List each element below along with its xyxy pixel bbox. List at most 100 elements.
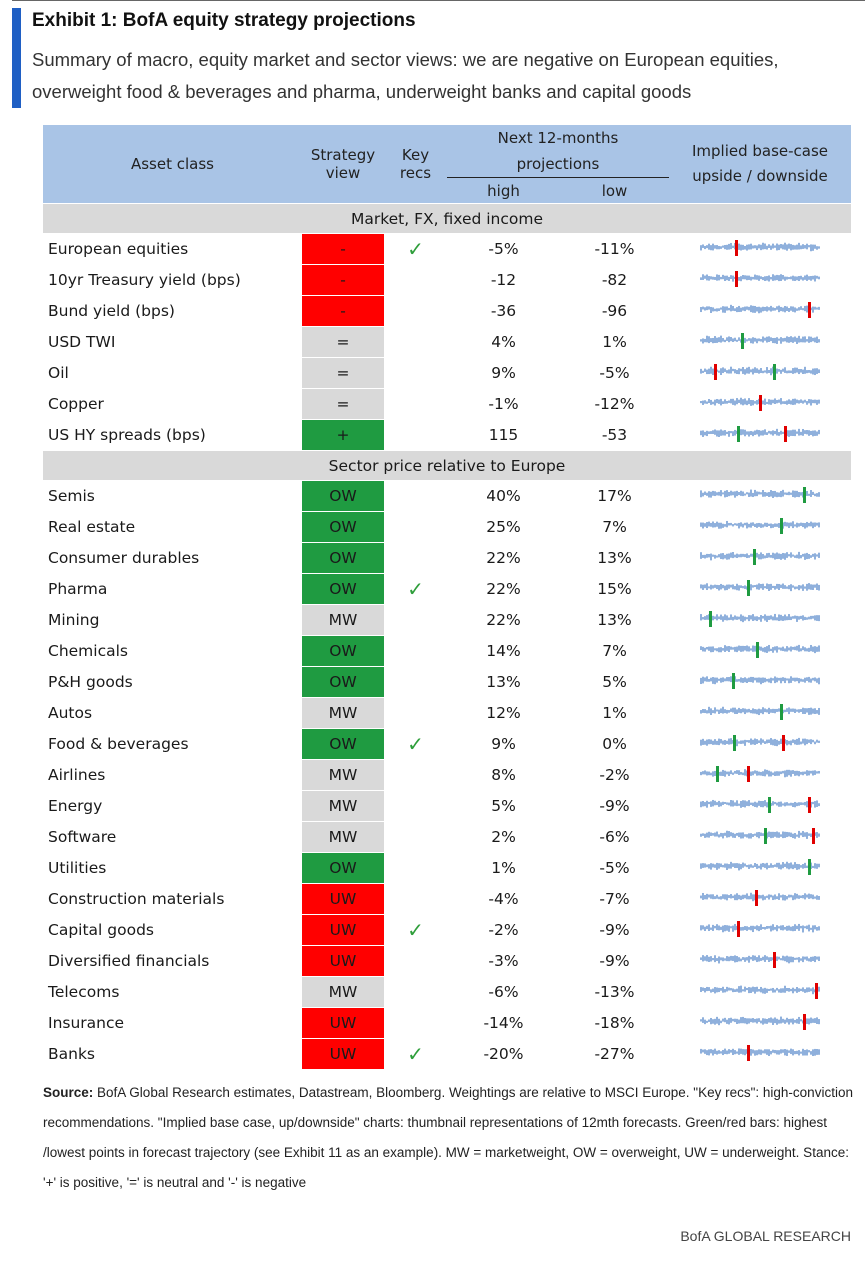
sparkline-bar (756, 957, 758, 963)
sparkline-bar (802, 956, 804, 963)
sparkline-bar (710, 338, 712, 343)
exhibit-subtitle: Summary of macro, equity market and sect… (32, 49, 779, 102)
sparkline-bar (718, 834, 720, 838)
sparkline-bar (708, 399, 710, 404)
sparkline-bar (740, 614, 742, 622)
sparkline-bar (742, 740, 744, 744)
sparkline-bar (756, 863, 758, 869)
sparkline-bar (750, 276, 752, 281)
sparkline-bar (768, 307, 770, 311)
sparkline-bar (780, 925, 782, 931)
sparkline-bar (818, 615, 820, 622)
sparkline-bar (796, 308, 798, 311)
low-projection-cell: -27% (560, 1038, 669, 1070)
sparkline-bar (756, 245, 758, 251)
sparkline-bar (726, 306, 728, 311)
sparkline-bar (794, 429, 796, 437)
sparkline-bar (704, 802, 706, 807)
sparkline-bar (808, 1018, 810, 1025)
sparkline-bar (794, 677, 796, 682)
sparkline-bar (718, 370, 720, 373)
sparkline-bar (780, 647, 782, 651)
sparkline-bar (702, 492, 704, 497)
sparkline-bar (766, 769, 768, 775)
sparkline-bar (784, 831, 786, 838)
sparkline-bar (796, 399, 798, 404)
sparkline-bar (812, 553, 814, 557)
sparkline-bar (774, 676, 776, 684)
sparkline-bar (750, 338, 752, 344)
sparkline-bar (772, 678, 774, 681)
sparkline-bar (774, 275, 776, 281)
sparkline-bar (702, 244, 704, 248)
low-projection-cell: -11% (560, 233, 669, 265)
sparkline-bar (732, 925, 734, 932)
sparkline-bar (714, 955, 716, 963)
sparkline-bar (776, 306, 778, 310)
sparkline-bar (790, 370, 792, 374)
sparkline-bar (772, 987, 774, 993)
sparkline-bar (798, 737, 800, 745)
low-projection-cell: 5% (560, 666, 669, 698)
sparkline-bar (798, 616, 800, 620)
sparkline-bar (706, 832, 708, 838)
sparkline-bar (798, 276, 800, 282)
sparkline-bar (752, 400, 754, 406)
sparkline-bar (730, 490, 732, 496)
sparkline-bar (726, 863, 728, 870)
implied-chart-cell (669, 326, 851, 358)
sparkline-bar (808, 553, 810, 559)
sparkline-bar (768, 1018, 770, 1023)
implied-sparkline (700, 395, 820, 411)
sparkline-bar (796, 586, 798, 589)
sparkline-bar (762, 306, 764, 312)
sparkline-bar (716, 308, 718, 312)
sparkline-bar (748, 555, 750, 558)
sparkline-bar (818, 677, 820, 685)
sparkline-bar (712, 490, 714, 496)
sparkline-bar (816, 493, 818, 497)
sparkline-bar (730, 646, 732, 650)
sparkline-bar (700, 245, 702, 251)
sparkline-bar (754, 401, 756, 404)
sparkline-bar (766, 646, 768, 653)
sparkline-bar (730, 955, 732, 961)
sparkline-bar (746, 431, 748, 435)
sparkline-bar (782, 925, 784, 931)
sparkline-bar (718, 678, 720, 681)
sparkline-bar (808, 707, 810, 715)
implied-chart-cell (669, 697, 851, 729)
key-recs-cell (384, 666, 447, 698)
sparkline-bar (736, 709, 738, 714)
sparkline-bar (802, 400, 804, 404)
table-row: Utilities OW 1% -5% (43, 852, 851, 884)
sparkline-bar (806, 1018, 808, 1024)
sparkline-bar (742, 926, 744, 931)
sparkline-bar (804, 708, 806, 714)
sparkline-bar (718, 430, 720, 437)
sparkline-bar (764, 276, 766, 282)
sparkline-bar (802, 277, 804, 281)
sparkline-bar (736, 679, 738, 682)
sparkline-bar (790, 306, 792, 311)
table-row: Diversified financials UW -3% -9% (43, 945, 851, 977)
asset-class-cell: Semis (43, 480, 302, 512)
implied-chart-cell (669, 388, 851, 420)
implied-sparkline (700, 828, 820, 844)
sparkline-bar (742, 553, 744, 557)
sparkline-bar (776, 552, 778, 560)
sparkline-bar (786, 306, 788, 312)
implied-sparkline (700, 580, 820, 596)
sparkline-bar (764, 337, 766, 341)
sparkline-bar (800, 431, 802, 436)
sparkline-bar (734, 989, 736, 992)
strategy-view-badge: - (302, 295, 384, 327)
sparkline-bar (710, 431, 712, 434)
sparkline-bar (752, 739, 754, 745)
sparkline-bar (794, 708, 796, 713)
sparkline-bar (732, 368, 734, 372)
sparkline-bar (726, 275, 728, 281)
sparkline-bar (758, 1049, 760, 1055)
sparkline-bar (800, 771, 802, 775)
sparkline-bar (714, 770, 716, 776)
